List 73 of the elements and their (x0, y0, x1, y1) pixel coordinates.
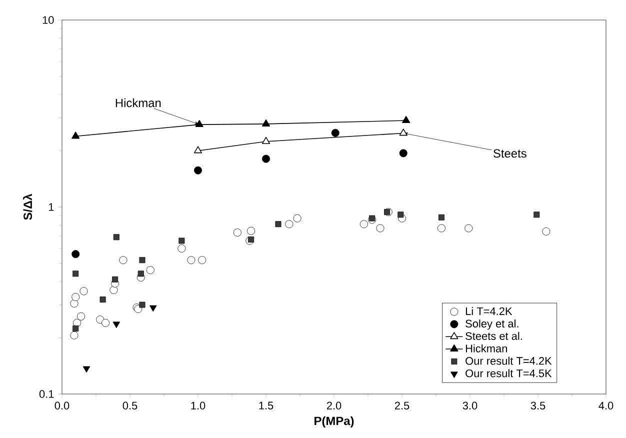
x-tick-label: 3.0 (462, 402, 478, 410)
point (77, 312, 86, 320)
point (102, 318, 110, 327)
point (112, 322, 120, 328)
point (82, 366, 90, 373)
point (198, 256, 206, 264)
point (293, 214, 302, 222)
annotation: Steets (494, 149, 526, 158)
point (72, 293, 80, 302)
point (138, 270, 144, 277)
point (399, 149, 408, 158)
point (285, 220, 294, 228)
point (262, 154, 270, 163)
point (139, 257, 146, 264)
point (262, 136, 270, 144)
point (119, 256, 128, 264)
point (70, 299, 78, 308)
point (194, 166, 202, 174)
point (112, 276, 118, 282)
x-tick-label: 0.0 (54, 402, 70, 410)
point (146, 266, 154, 274)
x-tick-label: 1.0 (191, 402, 206, 410)
point (72, 132, 80, 139)
point (194, 146, 202, 154)
x-tick-label: 0.5 (122, 402, 138, 410)
legend-label: Li T=4.2K (466, 307, 512, 315)
point (110, 286, 118, 294)
x-tick-label: 1.5 (259, 402, 274, 410)
x-tick-label: 2.0 (326, 402, 342, 410)
point (72, 326, 79, 332)
point (178, 238, 185, 244)
point (72, 270, 79, 277)
point (542, 227, 550, 236)
point (247, 226, 256, 235)
point (80, 287, 88, 296)
legend-label: Steets et al. (466, 332, 522, 340)
point (100, 296, 106, 303)
point (139, 302, 146, 308)
legend-label: Our result T=4.5K (466, 369, 552, 378)
annotation: Hickman (116, 98, 161, 108)
point (262, 119, 270, 126)
x-tick-label: 4.0 (598, 402, 614, 410)
x-axis-title: P(MPa) (314, 416, 354, 428)
point (534, 212, 540, 218)
point (187, 256, 196, 264)
point (360, 220, 368, 228)
x-tick-label: 3.5 (530, 402, 546, 410)
y-tick-label: 1 (48, 203, 54, 211)
point (72, 250, 80, 258)
legend-label: Our result T=4.2K (466, 356, 552, 365)
point (113, 234, 120, 240)
point (195, 120, 204, 128)
x-tick-label: 2.5 (394, 402, 410, 410)
point (437, 224, 446, 232)
point (178, 244, 186, 252)
point (248, 236, 254, 243)
y-tick-label: 0.1 (39, 390, 54, 398)
point (70, 331, 78, 340)
point (376, 224, 384, 232)
point (398, 212, 404, 218)
point (464, 224, 473, 232)
y-axis-title: S/Δλ (22, 194, 32, 220)
point (149, 305, 157, 312)
point (369, 215, 376, 222)
point (402, 116, 410, 124)
point (438, 214, 444, 220)
point (399, 128, 408, 136)
legend-label: Hickman (466, 344, 507, 352)
point (275, 221, 282, 228)
legend-label: Soley et al. (466, 319, 518, 330)
y-tick-label: 10 (42, 16, 54, 24)
point (331, 128, 340, 137)
point (233, 228, 242, 237)
